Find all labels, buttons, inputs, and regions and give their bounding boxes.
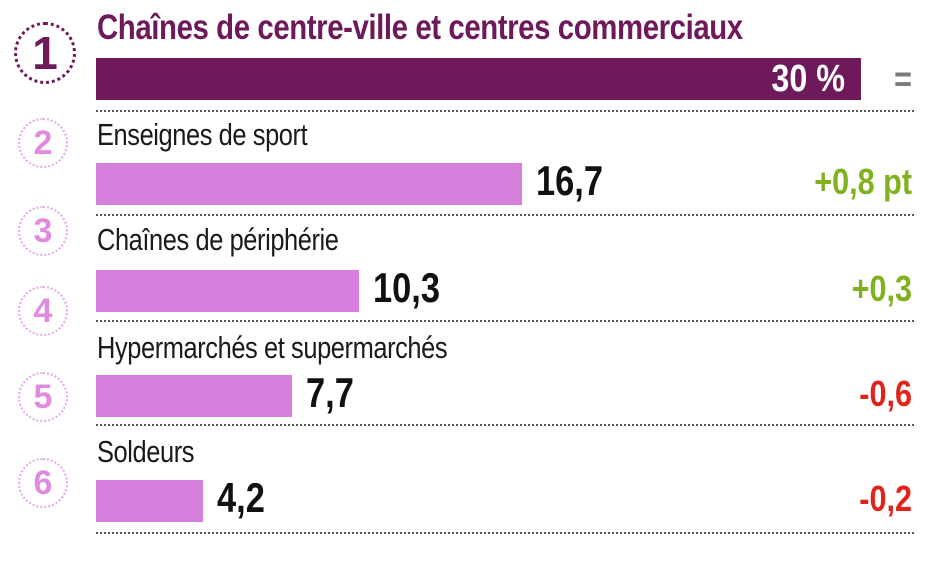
rank-circle-1: 1 [14,22,76,84]
rank-circle-2: 2 [18,118,68,168]
row-separator [96,424,914,426]
rank-circle-5: 5 [18,372,68,422]
bar [96,270,359,312]
value-label: 16,7 [535,157,603,204]
rank-circle-3: 3 [18,206,68,256]
value-label: 7,7 [306,369,355,416]
category-label: Soldeurs [97,434,195,469]
change-label: -0,6 [859,373,912,414]
value-label: 30 % [771,58,845,100]
category-label: Chaînes de périphérie [97,222,339,257]
value-label: 4,2 [217,474,265,521]
bar [96,58,861,100]
row-separator [96,532,914,534]
change-label: +0,3 [851,268,912,309]
rank-circle-4: 4 [18,286,68,336]
change-label: +0,8 pt [814,161,912,202]
change-label: = [894,58,912,99]
change-label: -0,2 [859,478,912,519]
bar [96,163,522,205]
category-label: Chaînes de centre-ville et centres comme… [97,8,743,47]
bar [96,375,293,417]
bar [96,480,204,522]
value-label: 10,3 [372,264,440,311]
row-separator [96,214,914,216]
row-separator [96,320,914,322]
row-separator [96,110,914,112]
rank-circle-6: 6 [18,458,68,508]
category-label: Enseignes de sport [97,117,308,152]
category-label: Hypermarchés et supermarchés [97,330,448,365]
